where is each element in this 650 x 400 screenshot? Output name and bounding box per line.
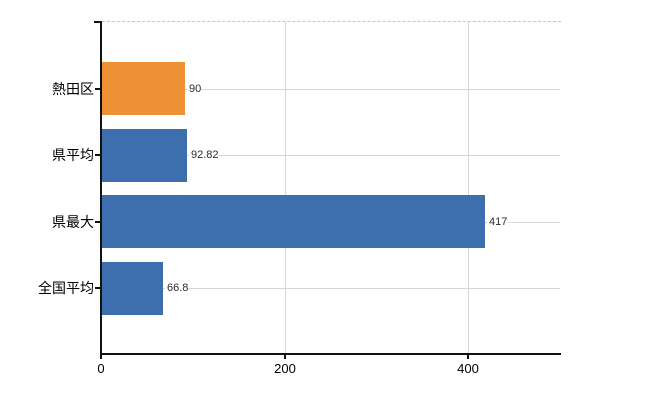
x-axis-tick [284,355,286,359]
x-tick-label: 200 [274,361,296,376]
x-tick-label: 400 [457,361,479,376]
gridline-vertical [468,22,469,353]
bar [102,62,185,115]
y-axis-tick [95,154,101,156]
category-label: 県平均 [52,147,94,163]
gridline-horizontal [103,288,560,289]
x-tick-label: 0 [97,361,105,376]
bar [102,262,163,315]
y-axis-tick [95,221,101,223]
bar-value-label: 417 [487,215,508,229]
bar [102,195,485,248]
x-axis-tick [100,355,102,359]
bar-value-label: 66.8 [165,281,189,295]
y-axis [100,21,102,353]
bar-value-label: 90 [187,82,202,96]
category-label: 熱田区 [52,81,94,97]
x-axis [100,353,561,355]
bar [102,129,187,182]
category-label: 全国平均 [38,280,94,296]
x-axis-tick [467,355,469,359]
category-label: 県最大 [52,214,94,230]
plot-top-border [102,21,561,22]
y-axis-tick [95,88,101,90]
gridline-horizontal [103,89,560,90]
y-axis-top-tick [94,21,100,23]
gridline-horizontal [103,155,560,156]
gridline-vertical [285,22,286,353]
y-axis-tick [95,287,101,289]
bar-value-label: 92.82 [189,148,219,162]
